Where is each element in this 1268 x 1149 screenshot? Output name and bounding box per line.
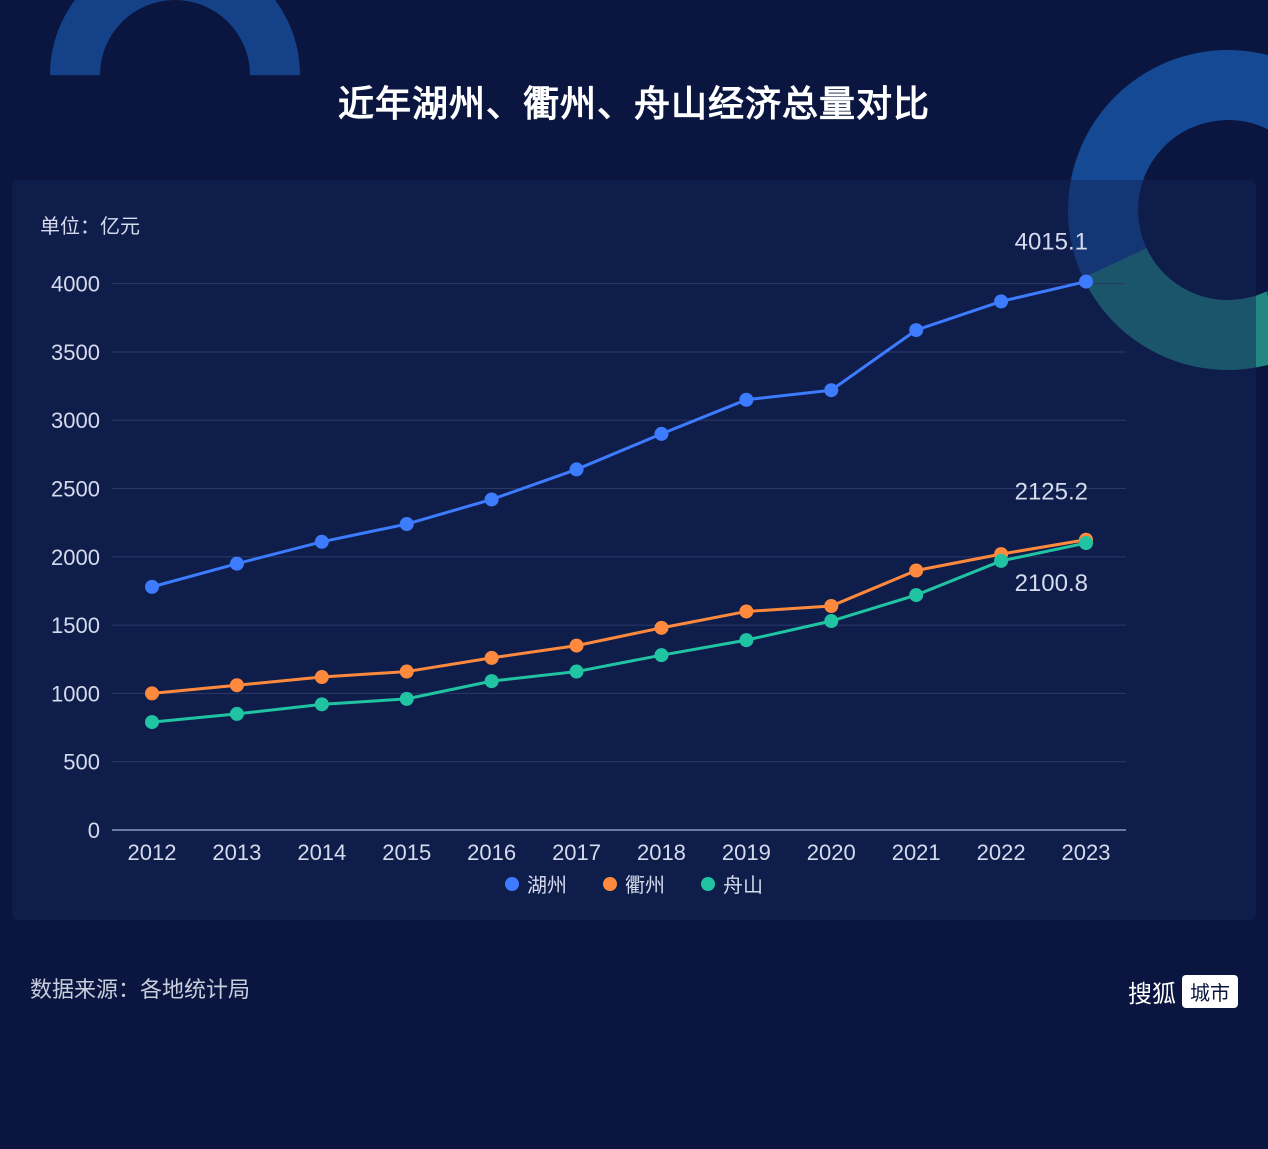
svg-text:4015.1: 4015.1: [1015, 229, 1088, 256]
svg-text:2012: 2012: [128, 840, 177, 865]
legend-item: 舟山: [701, 869, 763, 898]
svg-text:2014: 2014: [297, 840, 346, 865]
svg-text:2023: 2023: [1062, 840, 1111, 865]
logo-suffix: 城市: [1182, 975, 1238, 1008]
svg-text:2015: 2015: [382, 840, 431, 865]
svg-text:1000: 1000: [51, 681, 100, 706]
logo: 搜狐 城市: [1128, 974, 1238, 1009]
svg-text:2100.8: 2100.8: [1015, 570, 1088, 597]
svg-text:2018: 2018: [637, 840, 686, 865]
svg-text:2022: 2022: [977, 840, 1026, 865]
svg-text:2017: 2017: [552, 840, 601, 865]
svg-text:1500: 1500: [51, 613, 100, 638]
legend-label: 舟山: [723, 869, 763, 898]
legend: 湖州 衢州 舟山: [12, 869, 1256, 898]
svg-text:2125.2: 2125.2: [1015, 479, 1088, 506]
legend-label: 衢州: [625, 869, 665, 898]
legend-item: 衢州: [603, 869, 665, 898]
svg-text:2000: 2000: [51, 545, 100, 570]
logo-brand: 搜狐: [1128, 974, 1176, 1009]
svg-text:2500: 2500: [51, 477, 100, 502]
legend-item: 湖州: [505, 869, 567, 898]
svg-text:4000: 4000: [51, 272, 100, 297]
legend-dot: [603, 877, 617, 891]
line-chart: 0 500 1000 1500 2000 2500 3000 3500 4000 2012 2013…: [12, 180, 1256, 920]
svg-text:0: 0: [88, 818, 100, 843]
svg-text:2020: 2020: [807, 840, 856, 865]
legend-dot: [701, 877, 715, 891]
chart-card: 单位：亿元 0500100015002000250030003500400020…: [12, 180, 1256, 920]
svg-text:2021: 2021: [892, 840, 941, 865]
svg-text:2016: 2016: [467, 840, 516, 865]
svg-text:500: 500: [63, 750, 100, 775]
svg-text:2019: 2019: [722, 840, 771, 865]
legend-dot: [505, 877, 519, 891]
chart-title: 近年湖州、衢州、舟山经济总量对比: [0, 75, 1268, 127]
svg-text:3000: 3000: [51, 408, 100, 433]
svg-text:3500: 3500: [51, 340, 100, 365]
legend-label: 湖州: [527, 869, 567, 898]
source-label: 数据来源：各地统计局: [30, 972, 250, 1004]
svg-text:2013: 2013: [212, 840, 261, 865]
